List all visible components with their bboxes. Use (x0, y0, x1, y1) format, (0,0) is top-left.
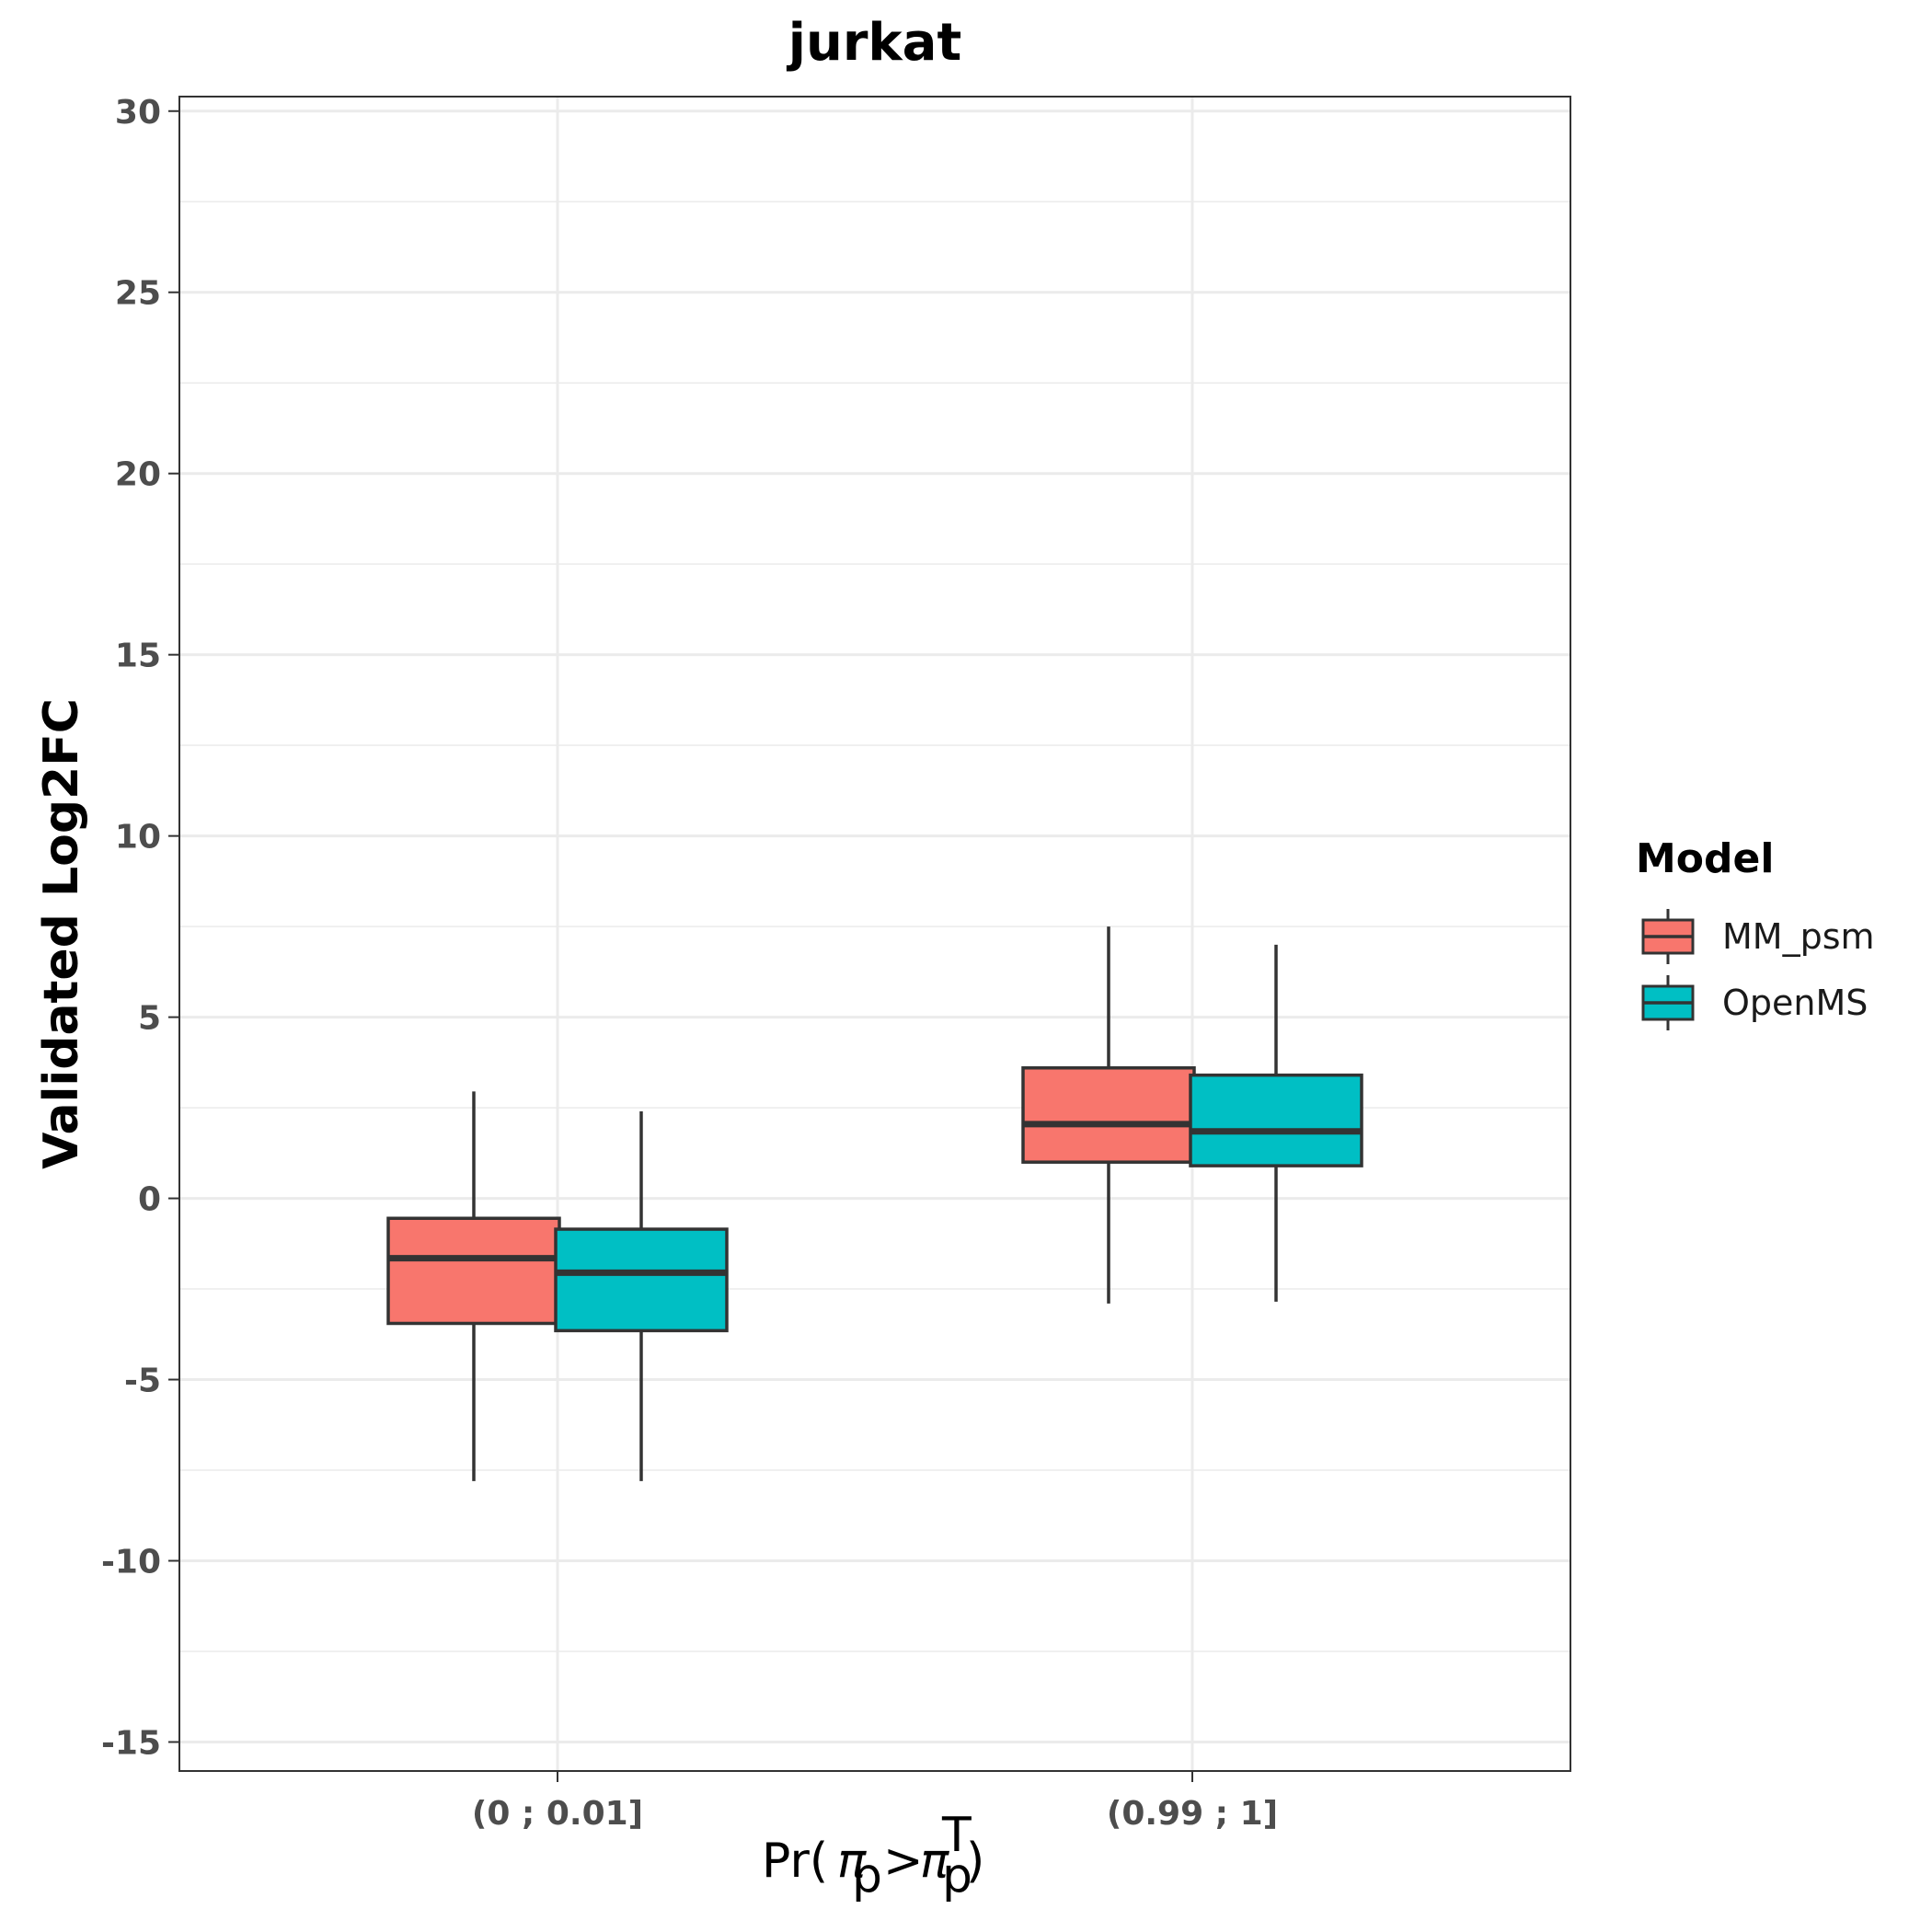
boxes-layer (386, 926, 1363, 1481)
x-axis-title: Pr( π p > π T p ) (762, 1808, 984, 1903)
svg-text:π: π (837, 1834, 867, 1889)
y-axis: 30 25 20 15 10 5 0 -5 -10 -15 (101, 94, 179, 1762)
y-tick-label: -10 (101, 1544, 161, 1581)
svg-text:): ) (966, 1834, 984, 1889)
legend-item-MM_psm: MM_psm (1641, 909, 1875, 964)
y-tick-label: 0 (138, 1181, 161, 1219)
box-MM_psm-1 (1021, 926, 1196, 1304)
svg-text:>: > (883, 1834, 924, 1889)
x-gridlines (556, 97, 1194, 1771)
svg-text:p: p (942, 1848, 972, 1903)
box-OpenMS-0 (554, 1111, 729, 1481)
legend-label: OpenMS (1722, 983, 1868, 1023)
svg-text:T: T (941, 1808, 972, 1863)
svg-text:Pr(: Pr( (762, 1834, 828, 1889)
box-iqr (1021, 1066, 1196, 1164)
legend: Model MM_psm OpenMS (1636, 835, 1875, 1030)
plot-panel (179, 97, 1570, 1771)
legend-items: MM_psm OpenMS (1641, 909, 1875, 1030)
y-tick-label: -15 (101, 1724, 161, 1762)
chart-title: jurkat (787, 13, 961, 73)
y-tick-label: 20 (115, 456, 161, 494)
legend-title: Model (1636, 835, 1774, 882)
box-OpenMS-1 (1189, 944, 1363, 1302)
x-tick-label: (0.99 ; 1] (1107, 1795, 1278, 1833)
y-tick-label: -5 (124, 1363, 161, 1400)
box-iqr (1189, 1073, 1363, 1167)
svg-text:π: π (920, 1834, 949, 1889)
y-tick-label: 5 (138, 1000, 161, 1038)
legend-label: MM_psm (1722, 916, 1875, 957)
y-tick-label: 15 (115, 638, 161, 675)
x-axis: (0 ; 0.01] (0.99 ; 1] (472, 1771, 1278, 1833)
y-tick-label: 25 (115, 275, 161, 313)
y-tick-label: 10 (115, 819, 161, 857)
legend-item-OpenMS: OpenMS (1641, 975, 1868, 1030)
box-MM_psm-0 (386, 1091, 561, 1481)
svg-text:p: p (852, 1848, 882, 1903)
box-iqr (386, 1216, 561, 1326)
y-tick-label: 30 (115, 94, 161, 132)
major-gridlines (179, 109, 1570, 1743)
y-axis-title: Validated Log2FC (34, 698, 89, 1169)
box-iqr (554, 1227, 729, 1333)
plot-border (178, 96, 1571, 1772)
x-tick-label: (0 ; 0.01] (472, 1795, 643, 1833)
